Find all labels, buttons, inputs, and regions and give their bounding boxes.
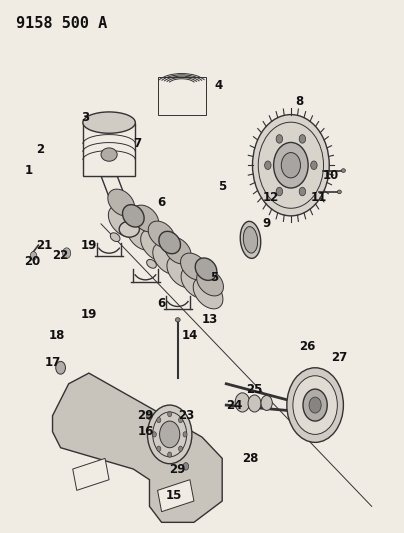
Circle shape [261,395,272,410]
Text: 15: 15 [166,489,182,502]
Circle shape [276,187,283,196]
Circle shape [56,361,65,374]
Text: 12: 12 [263,191,279,204]
Ellipse shape [153,243,183,274]
Ellipse shape [122,205,144,227]
Text: 6: 6 [158,297,166,310]
Ellipse shape [159,231,181,254]
Text: 27: 27 [331,351,347,364]
Circle shape [160,421,180,448]
Circle shape [276,135,283,143]
Circle shape [309,397,321,413]
Ellipse shape [240,221,261,259]
Circle shape [299,135,306,143]
Circle shape [179,446,183,451]
Circle shape [281,152,301,178]
Text: 19: 19 [81,308,97,321]
Ellipse shape [181,267,211,298]
Text: 16: 16 [137,425,154,438]
Ellipse shape [141,230,170,261]
Ellipse shape [175,318,180,322]
Circle shape [168,411,172,417]
Ellipse shape [167,256,197,287]
Ellipse shape [193,278,223,309]
Ellipse shape [126,219,156,250]
Text: 5: 5 [210,271,218,284]
Text: 5: 5 [218,180,226,193]
Text: 9158 500 A: 9158 500 A [16,16,107,31]
Text: 21: 21 [36,239,53,252]
Ellipse shape [164,237,191,264]
Ellipse shape [83,112,135,133]
Text: 22: 22 [53,249,69,262]
Text: 3: 3 [81,111,89,124]
Circle shape [248,395,261,412]
Circle shape [235,393,250,412]
Ellipse shape [341,168,345,173]
Text: 19: 19 [81,239,97,252]
Polygon shape [53,373,222,522]
Circle shape [183,463,189,470]
Text: 1: 1 [24,164,32,177]
Ellipse shape [197,269,223,296]
Ellipse shape [108,189,135,216]
Circle shape [287,368,343,442]
Text: 26: 26 [299,340,315,353]
Circle shape [303,389,327,421]
Text: 14: 14 [182,329,198,342]
Polygon shape [73,458,109,490]
Circle shape [265,161,271,169]
Ellipse shape [195,258,217,280]
Ellipse shape [110,233,120,241]
Circle shape [168,452,172,457]
Circle shape [252,115,329,216]
Ellipse shape [101,148,117,161]
Text: 29: 29 [137,409,154,422]
Ellipse shape [147,260,156,268]
Text: 9: 9 [263,217,271,230]
Ellipse shape [148,221,175,248]
Text: 29: 29 [170,463,186,475]
Ellipse shape [243,227,258,253]
Ellipse shape [181,253,207,280]
Text: 10: 10 [323,169,339,182]
Text: 8: 8 [295,95,303,108]
Circle shape [183,432,187,437]
Ellipse shape [337,190,341,193]
Text: 25: 25 [246,383,263,395]
Text: 24: 24 [226,399,242,411]
Polygon shape [83,123,135,176]
Ellipse shape [132,205,159,232]
Text: 23: 23 [178,409,194,422]
Text: 20: 20 [24,255,40,268]
Text: 11: 11 [311,191,327,204]
Circle shape [152,432,156,437]
Circle shape [299,187,306,196]
Circle shape [293,376,337,434]
Circle shape [63,248,71,259]
Circle shape [147,412,152,419]
Text: 2: 2 [36,143,44,156]
Circle shape [157,446,161,451]
Ellipse shape [119,221,139,237]
Polygon shape [158,480,194,512]
Text: 18: 18 [48,329,65,342]
Text: 6: 6 [158,196,166,209]
Circle shape [311,161,317,169]
Text: 4: 4 [214,79,222,92]
Text: 13: 13 [202,313,218,326]
Text: 7: 7 [133,138,141,150]
Text: 17: 17 [44,356,61,369]
Circle shape [147,405,192,464]
Circle shape [30,252,37,260]
Ellipse shape [108,206,138,237]
Text: 28: 28 [242,452,259,465]
Circle shape [179,417,183,423]
Circle shape [157,417,161,423]
Circle shape [274,142,308,188]
